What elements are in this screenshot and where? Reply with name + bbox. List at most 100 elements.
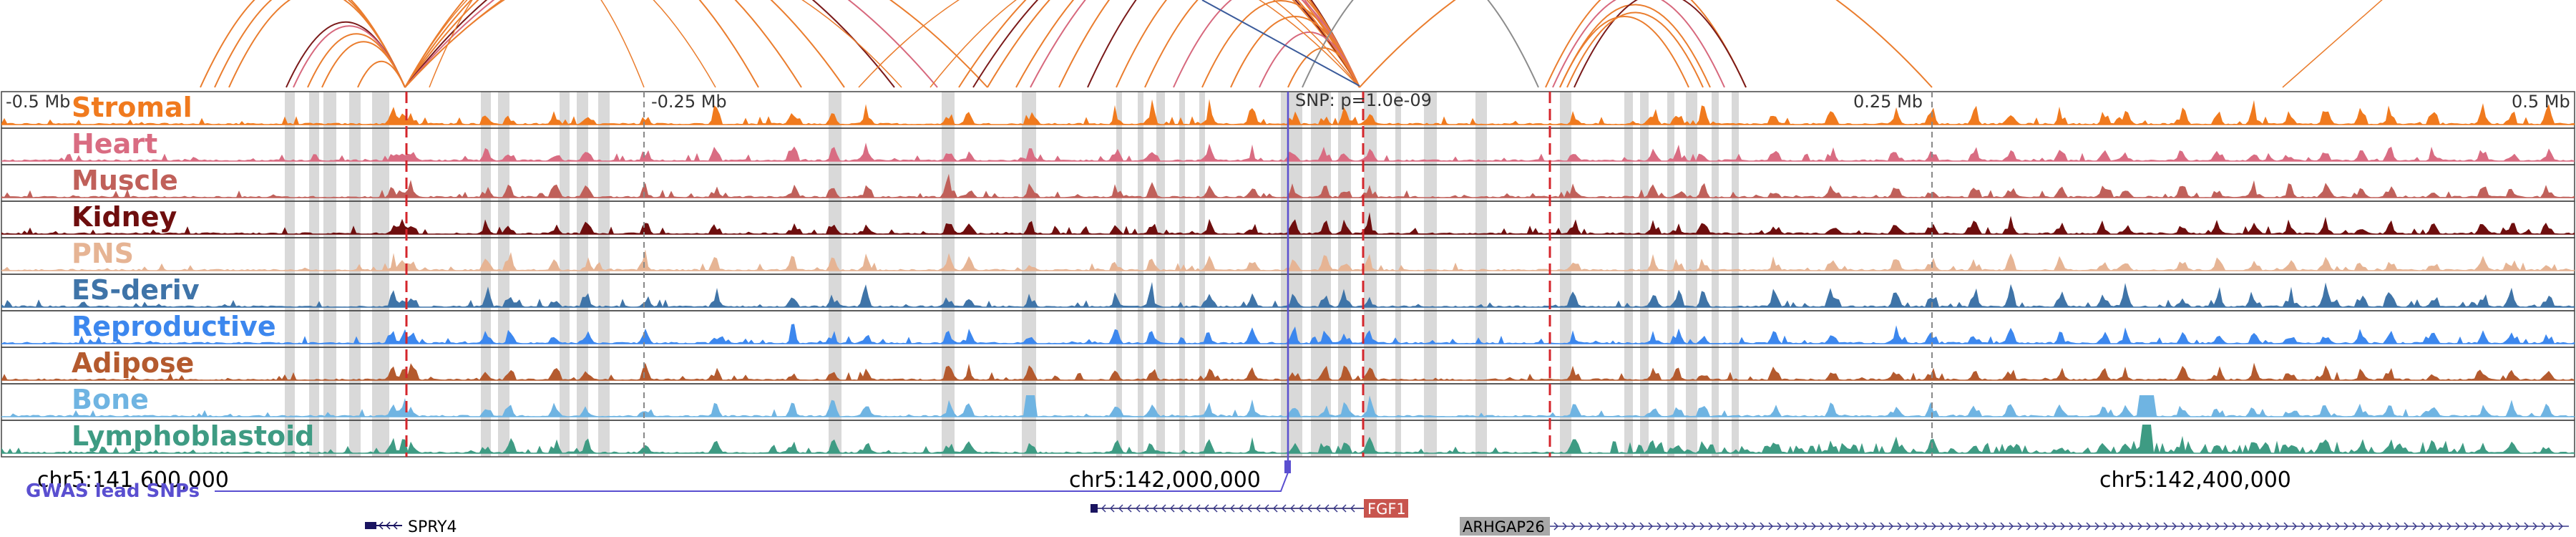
gene-fgf1-label-box [1364,499,1408,518]
loop-arc [404,0,759,88]
strand-arrow [2086,522,2092,531]
strand-arrow [1725,522,1731,531]
strand-arrow [1229,504,1235,513]
track-label-heart: Heart [72,128,157,160]
strand-arrow [1588,522,1594,531]
coordinate-right: chr5:142,400,000 [2099,468,2291,493]
gene-track: SPRY4 FGF1 ARHGAP26 [365,499,2569,536]
track-signal [1,212,2575,234]
strand-arrow [2498,522,2504,531]
strand-arrow [2335,522,2341,531]
strand-arrow [2446,522,2452,531]
strand-arrow [1195,504,1201,513]
strand-arrow [2206,522,2212,531]
strand-arrow [2326,522,2332,531]
track-label-adipose: Adipose [72,347,194,379]
strand-arrow [1828,522,1834,531]
strand-arrow [1553,522,1559,531]
strand-arrow [1126,504,1132,513]
loop-arc [930,0,1360,88]
strand-arrow [1350,504,1355,513]
ruler-label-mid-right: 0.25 Mb [1853,92,1923,112]
loop-arc [357,60,406,88]
loop-arc [228,0,406,88]
strand-arrow [1298,504,1304,513]
strand-arrow [392,521,398,530]
strand-arrow [2438,522,2444,531]
strand-arrow [2009,522,2014,531]
strand-arrow [1966,522,1971,531]
strand-arrow [2120,522,2126,531]
ruler-label-right: 0.5 Mb [2512,92,2570,112]
strand-arrow [2129,522,2135,531]
strand-arrow [2051,522,2057,531]
strand-arrow [1940,522,1946,531]
loop-arc [1173,0,1360,88]
loop-arc [1566,11,1704,88]
coordinate-mid: chr5:142,000,000 [1069,468,1261,493]
loop-arc [1201,0,1360,88]
strand-arrow [1255,504,1261,513]
loop-arc [1116,0,1360,88]
strand-arrow [2069,522,2074,531]
strand-arrow [1717,522,1722,531]
strand-arrow [2404,522,2409,531]
strand-arrow [1914,522,1920,531]
strand-arrow [2249,522,2255,531]
strand-arrow [1948,522,1954,531]
strand-arrow [1657,522,1662,531]
strand-arrow [1135,504,1141,513]
loop-arc [429,0,645,88]
strand-arrow [1674,522,1679,531]
strand-arrow [1777,522,1782,531]
gene-fgf1-exon [1091,504,1098,513]
loop-arc [404,0,988,88]
loop-arc [972,0,1360,88]
strand-arrow [1760,522,1765,531]
loop-arc [958,0,1360,88]
strand-arrow [2077,522,2083,531]
strand-arrow [2532,522,2538,531]
strand-arrow [1571,522,1576,531]
ruler-label-left: -0.5 Mb [6,92,70,112]
loop-arc [1559,16,1689,88]
strand-arrow [2421,522,2426,531]
strand-arrow [1888,522,1894,531]
strand-arrow [2275,522,2280,531]
strand-arrow [2464,522,2469,531]
gwas-track: GWAS lead SNPs [26,460,1291,502]
strand-arrow [1742,522,1748,531]
strand-arrow [2112,522,2117,531]
strand-arrow [2103,522,2109,531]
strand-arrow [2026,522,2031,531]
strand-arrow [1221,504,1226,513]
strand-arrow [1802,522,1808,531]
strand-arrow [1785,522,1791,531]
gene-spry4-strand-arrows [378,521,398,530]
loop-arc [404,0,845,88]
strand-arrow [2223,522,2229,531]
track-signal [1,324,2575,344]
strand-arrow [2240,522,2246,531]
strand-arrow [1579,522,1585,531]
strand-arrow [1109,504,1115,513]
strand-arrow [1238,504,1244,513]
track-label-kidney: Kidney [72,201,177,233]
loop-arc [404,0,802,88]
strand-arrow [1871,522,1877,531]
track-label-lymphoblastoid: Lymphoblastoid [72,420,314,452]
strand-arrow [1289,504,1295,513]
strand-arrow [2395,522,2401,531]
strand-arrow [2094,522,2100,531]
strand-arrow [2172,522,2177,531]
strand-arrow [1315,504,1321,513]
track-signal [1,395,2575,417]
gene-arhgap26-label: ARHGAP26 [1463,518,1545,536]
strand-arrow [1991,522,1997,531]
loop-arc [858,0,1360,88]
loop-arc [1574,0,1747,88]
strand-arrow [1820,522,1825,531]
strand-arrow [2180,522,2186,531]
coordinate-left: chr5:141,600,000 [37,468,229,493]
